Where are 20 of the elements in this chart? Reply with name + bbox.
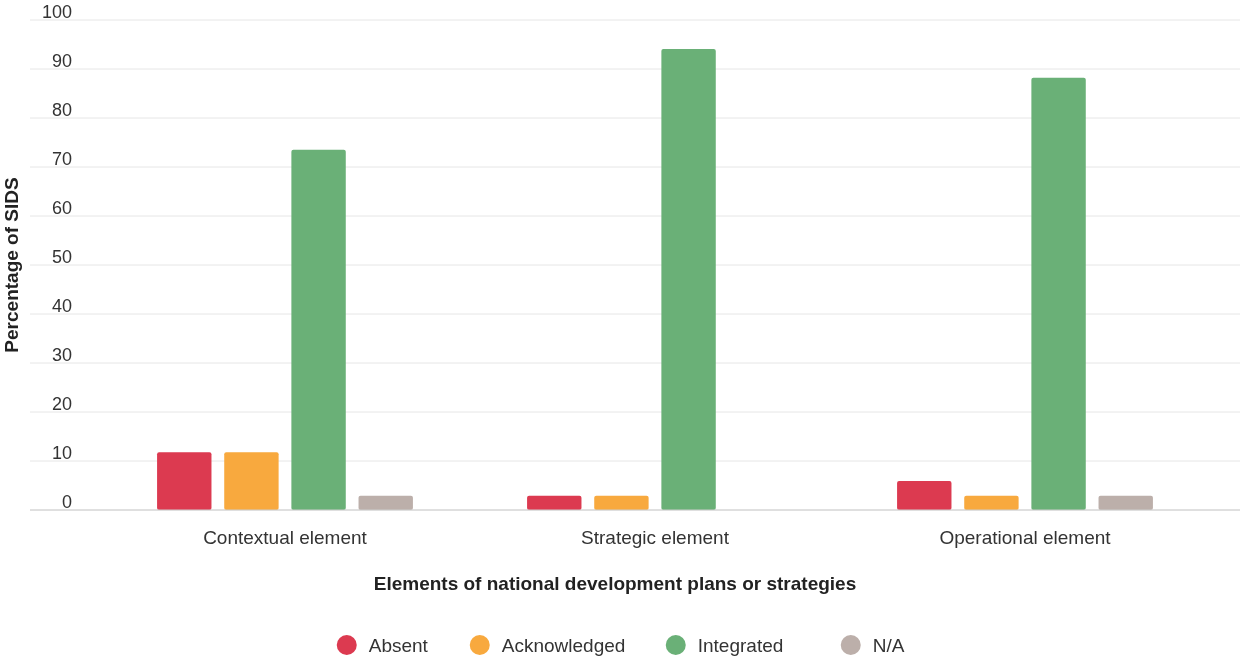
legend-label: Absent: [368, 635, 429, 656]
y-tick-label: 40: [51, 296, 72, 316]
y-axis-title: Percentage of SIDS: [1, 177, 22, 353]
y-tick-label: 20: [51, 394, 72, 414]
y-tick-label: 60: [51, 198, 72, 218]
x-axis-title: Elements of national development plans or strategies: [373, 573, 857, 594]
y-tick-label: 0: [61, 492, 72, 512]
y-tick-label: 90: [51, 51, 72, 71]
y-tick-label: 30: [51, 345, 72, 365]
y-tick-label: 70: [51, 149, 72, 169]
x-tick-label: Contextual element: [203, 527, 368, 548]
y-tick-label: 50: [51, 247, 72, 267]
legend-label: N/A: [872, 635, 905, 656]
x-tick-label: Strategic element: [581, 527, 730, 548]
y-tick-label: 80: [51, 100, 72, 120]
y-tick-label: 100: [41, 2, 72, 22]
x-tick-label: Operational element: [939, 527, 1112, 548]
legend-label: Integrated: [697, 635, 784, 656]
y-tick-label: 10: [51, 443, 72, 463]
legend-label: Acknowledged: [501, 635, 626, 656]
